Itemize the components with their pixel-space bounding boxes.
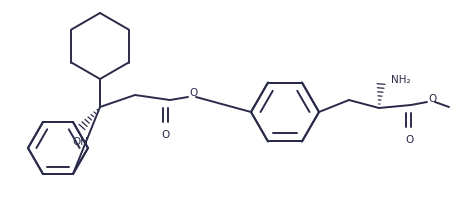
Text: OH: OH — [72, 137, 88, 147]
Text: O: O — [428, 94, 436, 104]
Text: NH₂: NH₂ — [391, 75, 411, 85]
Text: O: O — [161, 130, 169, 140]
Text: O: O — [189, 88, 197, 98]
Text: O: O — [405, 135, 413, 145]
